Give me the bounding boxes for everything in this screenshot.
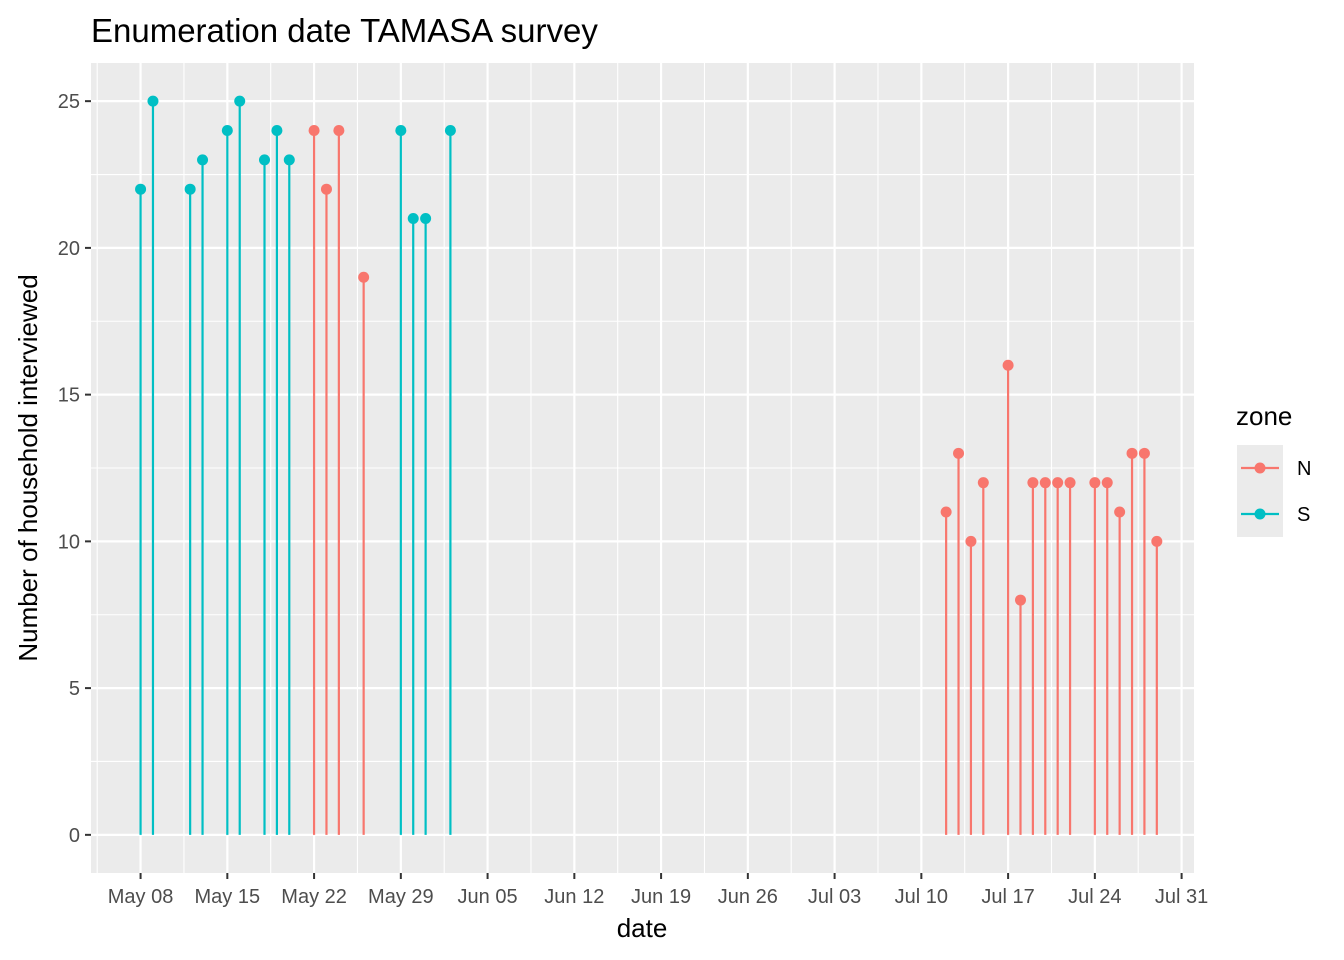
point-n <box>1027 477 1039 489</box>
point-n <box>977 477 989 489</box>
x-tick-label: Jul 03 <box>808 886 861 908</box>
point-n <box>1089 477 1101 489</box>
point-n <box>308 125 320 136</box>
x-tick-label: Jun 12 <box>544 886 604 908</box>
legend-label-s: S <box>1297 504 1310 526</box>
point-n <box>1101 477 1113 489</box>
point-n <box>1002 359 1014 371</box>
point-n <box>1052 477 1064 489</box>
x-tick-label: Jun 19 <box>631 886 691 908</box>
point-n <box>333 125 345 136</box>
y-axis-title: Number of household interviewed <box>13 274 43 661</box>
point-s <box>197 154 209 166</box>
y-tick-label: 25 <box>58 91 80 113</box>
point-n <box>1064 477 1076 489</box>
point-n <box>358 271 370 283</box>
x-axis-title: date <box>617 913 668 943</box>
point-n <box>1138 447 1150 459</box>
point-s <box>444 125 456 136</box>
point-n <box>1114 506 1126 518</box>
point-n <box>1014 594 1026 606</box>
y-tick-label: 5 <box>69 678 80 700</box>
x-tick-label: May 08 <box>108 886 174 908</box>
x-tick-label: Jun 26 <box>718 886 778 908</box>
point-n <box>953 447 965 459</box>
legend-label-n: N <box>1297 458 1311 480</box>
x-tick-label: May 29 <box>368 886 434 908</box>
point-n <box>1039 477 1051 489</box>
chart-title: Enumeration date TAMASA survey <box>91 12 598 49</box>
axes: 0 5 10 15 20 25 May 08 May 15 May 22 May 29 Jun 05… <box>58 91 1209 908</box>
data-marks <box>135 95 1163 835</box>
point-n <box>1151 535 1163 547</box>
x-tick-label: May 15 <box>195 886 261 908</box>
point-s <box>147 95 159 107</box>
y-tick-label: 0 <box>69 825 80 847</box>
x-tick-label: May 22 <box>281 886 347 908</box>
point-s <box>395 125 407 136</box>
point-s <box>271 125 283 136</box>
x-tick-label: Jul 17 <box>981 886 1034 908</box>
legend: zone N S <box>1236 401 1311 537</box>
y-tick-label: 10 <box>58 531 80 553</box>
point-s <box>259 154 271 166</box>
x-tick-label: Jul 31 <box>1155 886 1208 908</box>
point-n <box>965 535 977 547</box>
x-tick-label: Jun 05 <box>458 886 518 908</box>
legend-title: zone <box>1236 401 1292 431</box>
point-s <box>184 183 196 195</box>
point-n <box>320 183 332 195</box>
y-tick-label: 15 <box>58 385 80 407</box>
point-n <box>940 506 952 518</box>
point-s <box>420 213 432 225</box>
point-n <box>1126 447 1138 459</box>
point-s <box>135 183 147 195</box>
point-s <box>283 154 295 166</box>
point-s <box>407 213 419 225</box>
legend-key-point-n <box>1254 462 1266 474</box>
x-tick-label: Jul 10 <box>895 886 948 908</box>
legend-key-point-s <box>1254 508 1266 520</box>
x-tick-label: Jul 24 <box>1068 886 1121 908</box>
y-tick-label: 20 <box>58 238 80 260</box>
point-s <box>221 125 233 136</box>
point-s <box>234 95 246 107</box>
